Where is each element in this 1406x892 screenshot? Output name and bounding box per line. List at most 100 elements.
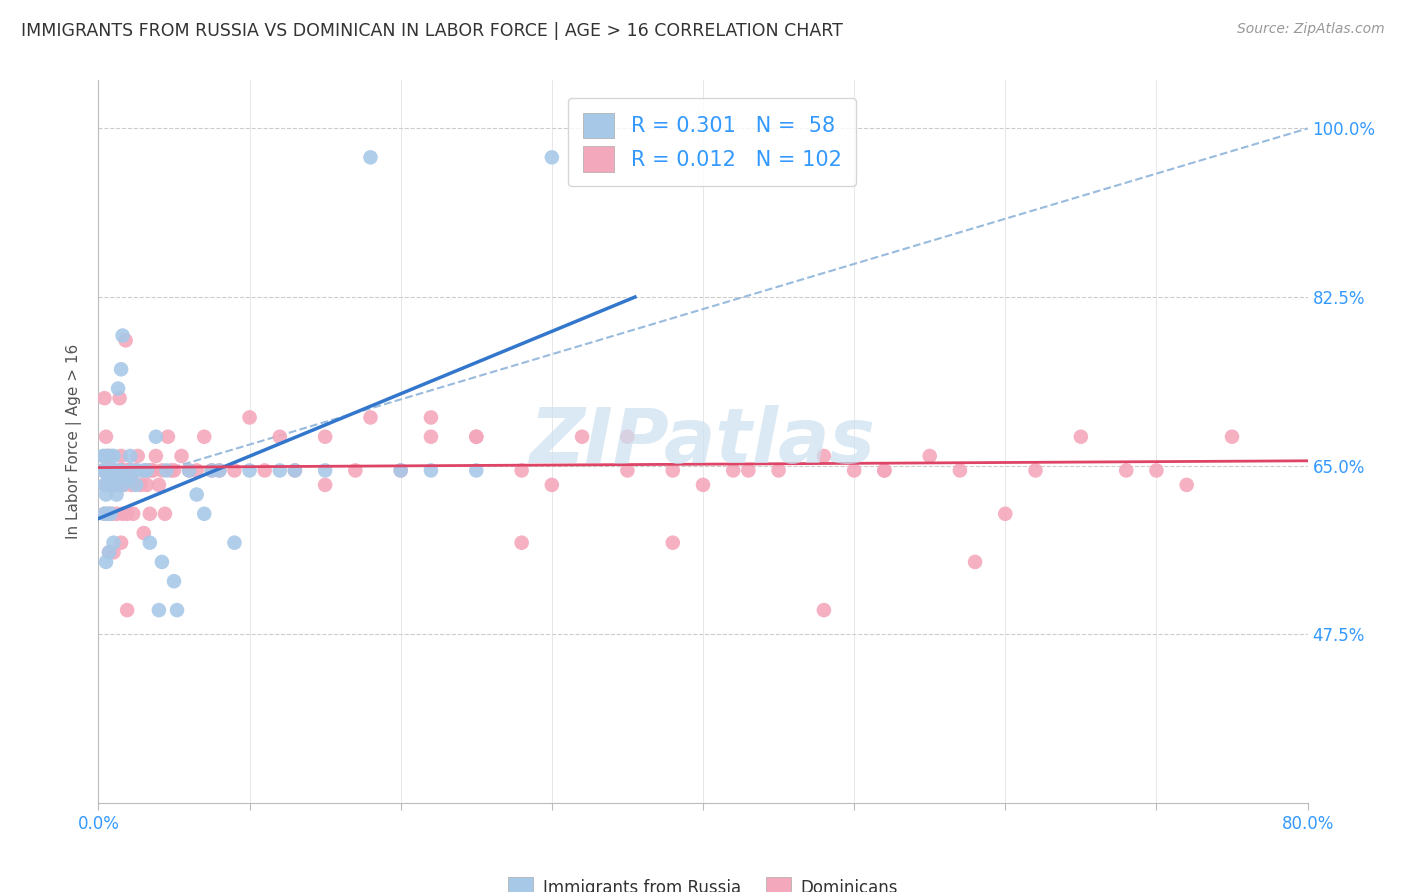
Point xyxy=(94,463,117,477)
Point xyxy=(616,463,638,477)
Point xyxy=(108,463,131,477)
Point xyxy=(110,535,132,549)
Point xyxy=(96,449,118,463)
Point xyxy=(103,478,125,492)
Point xyxy=(1070,430,1092,444)
Point xyxy=(186,463,208,477)
Point xyxy=(314,478,336,492)
Point xyxy=(661,535,683,549)
Point xyxy=(132,526,155,541)
Point xyxy=(661,463,683,477)
Point xyxy=(118,463,141,477)
Point xyxy=(121,463,143,477)
Point xyxy=(193,507,215,521)
Point xyxy=(873,463,896,477)
Point xyxy=(139,507,162,521)
Point xyxy=(135,463,157,477)
Point xyxy=(1220,430,1243,444)
Point xyxy=(965,555,987,569)
Point xyxy=(96,463,118,477)
Point xyxy=(94,430,117,444)
Point xyxy=(224,535,246,549)
Point xyxy=(465,430,488,444)
Point xyxy=(193,430,215,444)
Point xyxy=(115,603,138,617)
Point xyxy=(114,473,136,487)
Point xyxy=(1175,478,1198,492)
Point xyxy=(360,410,382,425)
Point xyxy=(114,463,136,477)
Point xyxy=(110,362,132,376)
Point xyxy=(91,449,114,463)
Point xyxy=(145,449,167,463)
Point xyxy=(93,449,115,463)
Point xyxy=(110,449,132,463)
Point xyxy=(118,473,141,487)
Point xyxy=(1115,463,1137,477)
Point xyxy=(98,545,121,559)
Point xyxy=(112,478,135,492)
Point xyxy=(813,603,835,617)
Point xyxy=(163,463,186,477)
Point xyxy=(723,463,745,477)
Point xyxy=(813,449,835,463)
Point xyxy=(94,478,117,492)
Point xyxy=(918,449,941,463)
Point xyxy=(844,463,866,477)
Point xyxy=(208,463,231,477)
Point xyxy=(101,449,124,463)
Point xyxy=(93,507,115,521)
Point xyxy=(139,535,162,549)
Point xyxy=(153,507,176,521)
Point xyxy=(127,449,149,463)
Point xyxy=(91,463,114,477)
Point xyxy=(186,487,208,501)
Point xyxy=(127,463,149,477)
Point xyxy=(269,430,291,444)
Point xyxy=(510,463,533,477)
Point xyxy=(692,478,714,492)
Point xyxy=(105,463,128,477)
Point xyxy=(121,478,143,492)
Point xyxy=(96,449,118,463)
Point xyxy=(100,463,122,477)
Point xyxy=(360,150,382,164)
Text: Source: ZipAtlas.com: Source: ZipAtlas.com xyxy=(1237,22,1385,37)
Point xyxy=(201,463,224,477)
Point xyxy=(420,463,443,477)
Point xyxy=(98,478,121,492)
Point xyxy=(141,463,163,477)
Point xyxy=(163,574,186,589)
Point xyxy=(115,507,138,521)
Point xyxy=(112,463,135,477)
Text: IMMIGRANTS FROM RUSSIA VS DOMINICAN IN LABOR FORCE | AGE > 16 CORRELATION CHART: IMMIGRANTS FROM RUSSIA VS DOMINICAN IN L… xyxy=(21,22,844,40)
Point xyxy=(103,545,125,559)
Point xyxy=(155,463,177,477)
Point xyxy=(224,463,246,477)
Point xyxy=(737,463,759,477)
Point xyxy=(132,463,155,477)
Point xyxy=(107,382,129,396)
Point xyxy=(124,463,146,477)
Point xyxy=(101,468,124,483)
Point xyxy=(156,430,179,444)
Point xyxy=(239,463,262,477)
Point xyxy=(98,545,121,559)
Point xyxy=(344,463,367,477)
Point xyxy=(135,478,157,492)
Point xyxy=(103,449,125,463)
Point xyxy=(103,535,125,549)
Point xyxy=(284,463,307,477)
Point xyxy=(420,430,443,444)
Point xyxy=(110,463,132,477)
Point xyxy=(179,463,201,477)
Point xyxy=(107,478,129,492)
Point xyxy=(129,478,152,492)
Point xyxy=(465,430,488,444)
Point xyxy=(134,463,156,477)
Point xyxy=(91,463,114,477)
Point xyxy=(111,478,134,492)
Point xyxy=(201,463,224,477)
Point xyxy=(284,463,307,477)
Point xyxy=(108,391,131,405)
